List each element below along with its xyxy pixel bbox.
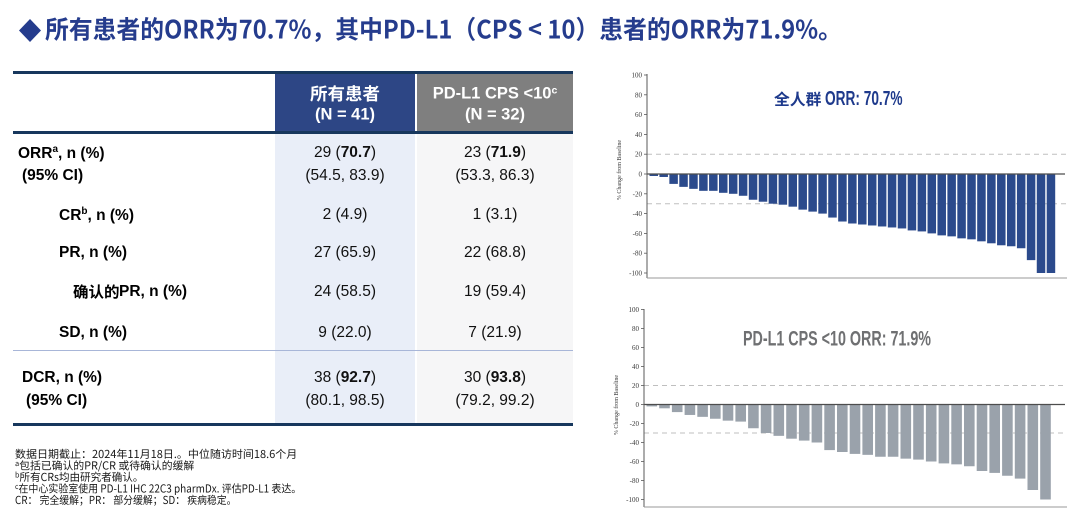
svg-text:ORR: 70.7%: ORR: 70.7% — [825, 87, 903, 110]
svg-text:-100: -100 — [626, 496, 639, 504]
svg-text:20: 20 — [632, 382, 640, 390]
svg-text:0: 0 — [636, 401, 640, 409]
svg-text:-40: -40 — [633, 210, 643, 218]
svg-text:PD-L1 CPS <10 ORR: 71.9%: PD-L1 CPS <10 ORR: 71.9% — [743, 328, 931, 351]
svg-text:-80: -80 — [630, 477, 640, 485]
svg-text:40: 40 — [632, 363, 640, 371]
svg-text:-20: -20 — [630, 420, 640, 428]
svg-text:-80: -80 — [633, 250, 643, 258]
svg-text:% Change from Baseline: % Change from Baseline — [613, 375, 620, 435]
svg-text:(N = 41): (N = 41) — [315, 105, 375, 123]
svg-text:-40: -40 — [630, 439, 640, 447]
svg-text:-60: -60 — [633, 230, 643, 238]
svg-text:-20: -20 — [633, 190, 643, 198]
svg-text:80: 80 — [632, 325, 640, 333]
svg-text:60: 60 — [635, 111, 643, 119]
svg-text:-60: -60 — [630, 458, 640, 466]
svg-text:20: 20 — [635, 151, 643, 159]
svg-text:80: 80 — [635, 91, 643, 99]
svg-text:100: 100 — [632, 72, 643, 80]
svg-text:40: 40 — [635, 131, 643, 139]
svg-text:(N = 32): (N = 32) — [465, 105, 525, 123]
svg-text:-100: -100 — [629, 270, 642, 278]
svg-text:% Change from Baseline: % Change from Baseline — [616, 140, 623, 200]
svg-text:PD-L1 CPS <10c: PD-L1 CPS <10c — [433, 85, 558, 103]
svg-text:0: 0 — [639, 171, 643, 179]
svg-text:100: 100 — [629, 306, 640, 314]
svg-text:60: 60 — [632, 344, 640, 352]
